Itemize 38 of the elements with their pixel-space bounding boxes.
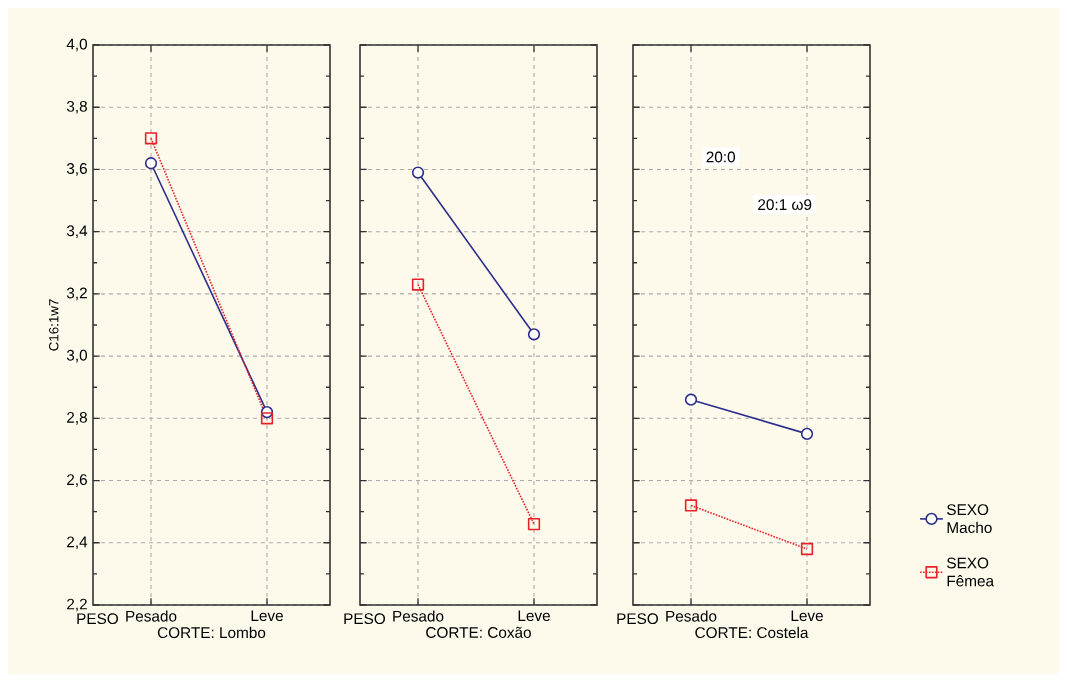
x-axis-title: CORTE: Lombo: [157, 626, 266, 639]
point: [144, 157, 158, 170]
point: [684, 499, 698, 512]
point: [411, 166, 425, 179]
text: PESO: [344, 613, 385, 625]
point: [411, 278, 425, 291]
x-axis-title: CORTE: Costela: [695, 626, 809, 639]
x-tick-label: Pesado: [666, 610, 717, 622]
y-tick-label: 2,4: [67, 536, 88, 550]
text: PESO: [77, 613, 118, 625]
text: PESO: [617, 613, 658, 625]
y-tick-label: 3,6: [66, 163, 87, 176]
y-tick-label: 3,0: [66, 349, 88, 363]
point: [260, 412, 274, 425]
y-tick-label: 2,6: [67, 474, 87, 487]
y-tick-label: 2,8: [67, 412, 87, 425]
y-axis-title: C16:1w7: [49, 299, 59, 351]
y-tick-label: 4,0: [66, 38, 88, 52]
y-tick-label: 3,2: [66, 287, 87, 301]
point: [800, 542, 814, 556]
annotation: 20:0: [706, 151, 736, 163]
x-tick-label: Leve: [791, 610, 823, 622]
y-tick-label: 3,4: [66, 225, 88, 238]
x-tick-label: Pesado: [393, 610, 444, 622]
y-tick-label: 2,2: [67, 598, 87, 612]
point: [144, 132, 158, 145]
x-tick-label: Leve: [251, 610, 283, 622]
x-axis-title: CORTE: Coxão: [426, 626, 531, 638]
y-tick-label: 3,8: [66, 100, 87, 114]
annotation: 20:1 ω9: [758, 199, 812, 211]
legend-label: SEXO Macho: [947, 504, 992, 534]
point: [527, 328, 541, 341]
point: [800, 427, 814, 441]
x-tick-label: Leve: [518, 610, 550, 622]
legend-label: SEXO Fêmea: [947, 557, 995, 587]
point: [527, 517, 541, 531]
point: [684, 393, 698, 406]
x-tick-label: Pesado: [126, 610, 177, 622]
